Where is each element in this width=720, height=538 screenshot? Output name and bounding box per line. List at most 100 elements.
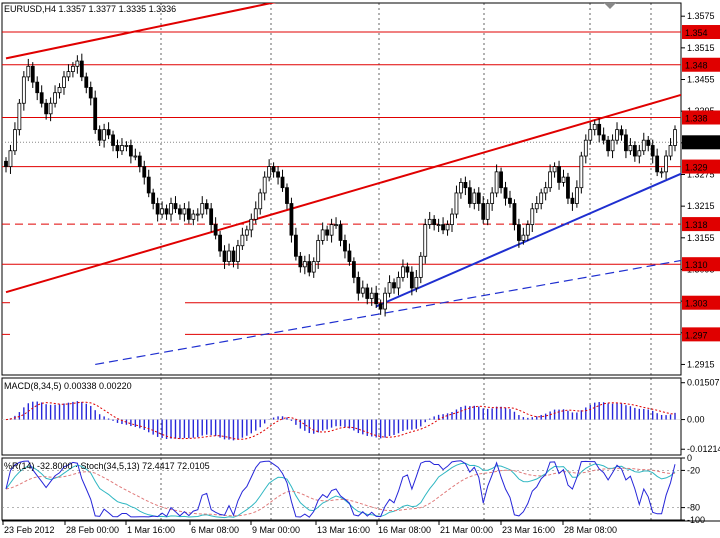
oscillator-pane-frame [1,457,682,521]
candle-body [378,303,383,310]
candle-body [26,65,31,78]
candle-body [659,171,664,174]
candle-body [44,102,49,115]
price-tick-label: 1.3455 [687,75,715,85]
candle-body [146,176,151,194]
candle-body [75,60,80,67]
oscillator-tick-label: -20 [687,465,700,475]
candle-body [236,245,240,262]
stochastic-main-line [5,462,676,519]
time-tick-label: 16 Mar 08:00 [378,525,431,535]
candle-body [347,250,352,262]
candle-body [106,129,111,136]
level-label-box [682,57,720,72]
candle-body [66,71,71,78]
level-label: 1.310 [685,260,708,270]
candle-body [151,192,156,204]
candle-body [343,240,347,252]
candle-body [280,176,285,189]
candle-body [186,208,191,220]
candle-body [53,92,57,104]
candle-body [258,192,263,210]
candle-body [62,76,66,88]
candle-body [133,155,138,158]
candle-body [583,139,588,157]
candle-body [508,197,512,204]
candle-body [84,76,89,88]
candle-body [601,134,606,141]
candle-body [334,224,338,227]
candle-body [521,234,526,241]
macd-header: MACD(8,34,5) 0.00338 0.00220 [4,381,132,391]
candle-body [570,197,575,204]
candle-body [316,240,321,262]
candle-body [539,192,544,204]
candle-body [494,171,499,194]
candle-body [606,139,610,152]
price-tick-label: 1.3215 [687,201,715,211]
level-label-box [682,110,720,125]
candle-body [512,203,517,226]
oscillator-tick-label: 0 [687,453,692,463]
candle-body [628,145,633,152]
candle-body [267,166,272,178]
candle-body [566,176,570,199]
candle-body [557,166,561,183]
candle-body [227,250,231,262]
candle-body [668,145,673,157]
candle-body [351,261,356,278]
candle-body [655,155,660,173]
oscillator-tick-label: -100 [687,515,705,525]
candle-body [249,218,254,231]
current-price-label: 1.3336 [685,138,713,148]
macd-signal-line [5,401,676,440]
candle-body [579,155,584,189]
candle-body [244,229,249,236]
trendline [95,259,681,366]
chart-symbol-header: EURUSD,H4 1.3357 1.3377 1.3335 1.3336 [4,4,176,14]
trendline [375,172,681,308]
price-tick-label: 1.3155 [687,233,715,243]
candle-body [173,203,178,210]
candle-body [467,187,472,204]
candle-body [525,224,530,236]
candle-body [423,224,428,257]
candle-body [552,166,557,173]
candle-body [160,208,165,215]
candle-body [39,92,44,104]
trendline [5,93,681,294]
candle-body [307,261,312,273]
williams-r-line [5,460,676,518]
candle-body [445,224,450,231]
shift-marker-icon [604,3,616,9]
candle-body [302,261,307,268]
level-label-box [682,295,720,310]
candle-body [472,192,477,204]
macd-tick-label: 0.00 [687,415,705,425]
candle-body [530,208,535,226]
candle-body [619,129,624,136]
candle-body [459,182,463,194]
level-label-box [682,159,720,174]
candle-body [369,292,374,299]
candle-body [57,87,62,94]
candle-body [120,145,124,152]
candle-body [311,261,316,273]
candle-body [646,139,651,146]
candle-body [88,87,93,99]
price-tick-label: 1.3515 [687,43,715,53]
candle-body [441,224,445,231]
time-tick-label: 28 Mar 08:00 [564,525,617,535]
candle-body [262,176,267,194]
level-label-box [682,257,720,272]
candle-body [588,129,593,141]
candle-body [485,203,490,220]
candle-body [13,129,17,152]
candle-body [128,145,133,157]
candle-body [592,123,597,131]
candle-body [178,208,182,215]
stochastic-signal-line [5,467,676,517]
candle-body [93,97,98,131]
candle-body [650,145,655,157]
